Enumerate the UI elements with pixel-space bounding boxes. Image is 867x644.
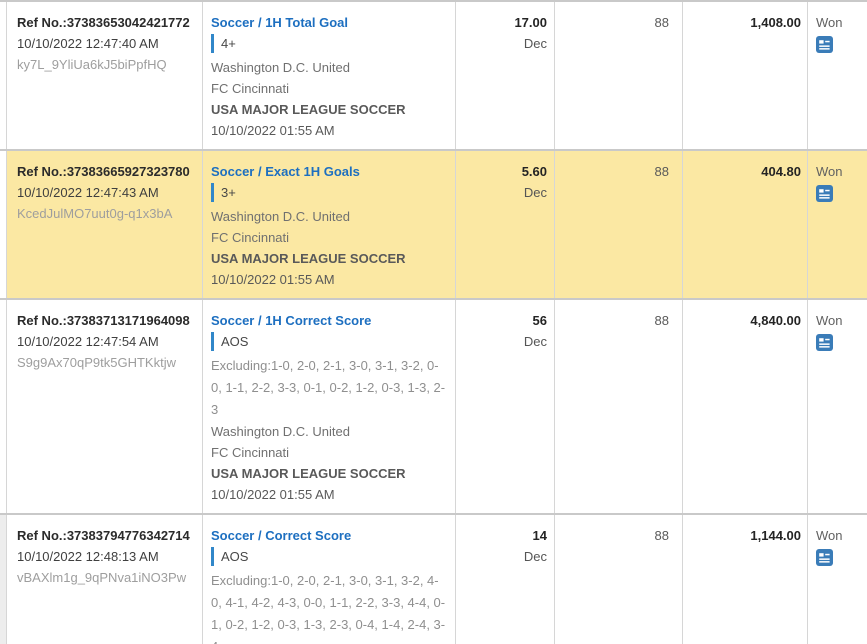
bet-row[interactable]: Ref No.:37383794776342714 10/10/2022 12:…: [0, 515, 867, 644]
bet-details-cell: Soccer / Correct Score AOS Excluding:1-0…: [203, 515, 456, 644]
bet-slip-icon[interactable]: [816, 185, 833, 202]
placed-time: 10/10/2022 12:48:13 AM: [17, 549, 159, 564]
stake-cell: 88: [555, 151, 683, 298]
odds-format: Dec: [523, 36, 547, 51]
row-gutter: [0, 2, 7, 149]
excluding-scores: Excluding:1-0, 2-0, 2-1, 3-0, 3-1, 3-2, …: [211, 358, 446, 417]
row-gutter: [0, 151, 7, 298]
ref-cell: Ref No.:37383794776342714 10/10/2022 12:…: [7, 515, 203, 644]
payout-value: 1,408.00: [750, 15, 801, 30]
placed-time: 10/10/2022 12:47:40 AM: [17, 36, 159, 51]
league-name: USA MAJOR LEAGUE SOCCER: [211, 102, 406, 117]
status-label: Won: [816, 15, 843, 30]
bet-id: vBAXlm1g_9qPNva1iNO3Pw: [17, 570, 187, 585]
ref-number: Ref No.:37383665927323780: [17, 164, 190, 179]
odds-format: Dec: [523, 334, 547, 349]
ref-cell: Ref No.:37383653042421772 10/10/2022 12:…: [7, 2, 203, 149]
league-name: USA MAJOR LEAGUE SOCCER: [211, 251, 406, 266]
payout-cell: 404.80: [683, 151, 808, 298]
bet-row[interactable]: Ref No.:37383653042421772 10/10/2022 12:…: [0, 2, 867, 151]
event-time: 10/10/2022 01:55 AM: [211, 272, 335, 287]
row-gutter: [0, 300, 7, 513]
odds-cell: 14 Dec: [456, 515, 555, 644]
stake-cell: 88: [555, 300, 683, 513]
ref-cell: Ref No.:37383713171964098 10/10/2022 12:…: [7, 300, 203, 513]
excluding-scores: Excluding:1-0, 2-0, 2-1, 3-0, 3-1, 3-2, …: [211, 573, 446, 644]
payout-value: 404.80: [761, 164, 801, 179]
ref-number: Ref No.:37383653042421772: [17, 15, 190, 30]
ref-number: Ref No.:37383794776342714: [17, 528, 190, 543]
payout-cell: 1,144.00: [683, 515, 808, 644]
bet-selection: AOS: [211, 547, 248, 566]
bet-slip-icon[interactable]: [816, 36, 833, 53]
status-cell: Won: [808, 151, 867, 298]
bet-row[interactable]: Ref No.:37383665927323780 10/10/2022 12:…: [0, 151, 867, 300]
odds-value: 56: [532, 313, 547, 328]
status-cell: Won: [808, 515, 867, 644]
odds-cell: 17.00 Dec: [456, 2, 555, 149]
market-link[interactable]: Soccer / 1H Total Goal: [211, 15, 349, 30]
payout-value: 4,840.00: [750, 313, 801, 328]
bet-details-cell: Soccer / Exact 1H Goals 3+ Washington D.…: [203, 151, 456, 298]
odds-format: Dec: [523, 185, 547, 200]
stake-value: 88: [654, 313, 669, 328]
bet-id: S9g9Ax70qP9tk5GHTKktjw: [17, 355, 176, 370]
stake-value: 88: [654, 164, 669, 179]
status-label: Won: [816, 164, 843, 179]
market-link[interactable]: Soccer / 1H Correct Score: [211, 313, 372, 328]
bet-details-cell: Soccer / 1H Total Goal 4+ Washington D.C…: [203, 2, 456, 149]
away-team: FC Cincinnati: [211, 445, 290, 460]
bet-selection: 3+: [211, 183, 236, 202]
bet-row[interactable]: Ref No.:37383713171964098 10/10/2022 12:…: [0, 300, 867, 515]
bet-details-cell: Soccer / 1H Correct Score AOS Excluding:…: [203, 300, 456, 513]
away-team: FC Cincinnati: [211, 230, 290, 245]
home-team: Washington D.C. United: [211, 424, 350, 439]
away-team: FC Cincinnati: [211, 81, 290, 96]
league-name: USA MAJOR LEAGUE SOCCER: [211, 466, 406, 481]
odds-cell: 56 Dec: [456, 300, 555, 513]
payout-cell: 1,408.00: [683, 2, 808, 149]
status-cell: Won: [808, 300, 867, 513]
bet-id: ky7L_9YliUa6kJ5biPpfHQ: [17, 57, 167, 72]
stake-cell: 88: [555, 515, 683, 644]
market-link[interactable]: Soccer / Correct Score: [211, 528, 352, 543]
ref-cell: Ref No.:37383665927323780 10/10/2022 12:…: [7, 151, 203, 298]
payout-value: 1,144.00: [750, 528, 801, 543]
odds-cell: 5.60 Dec: [456, 151, 555, 298]
odds-value: 17.00: [514, 15, 547, 30]
event-time: 10/10/2022 01:55 AM: [211, 487, 335, 502]
ref-number: Ref No.:37383713171964098: [17, 313, 190, 328]
placed-time: 10/10/2022 12:47:43 AM: [17, 185, 159, 200]
odds-format: Dec: [523, 549, 547, 564]
home-team: Washington D.C. United: [211, 209, 350, 224]
bet-selection: AOS: [211, 332, 248, 351]
stake-value: 88: [654, 528, 669, 543]
home-team: Washington D.C. United: [211, 60, 350, 75]
status-label: Won: [816, 313, 843, 328]
status-cell: Won: [808, 2, 867, 149]
bet-id: KcedJulMO7uut0g-q1x3bA: [17, 206, 173, 221]
bet-selection: 4+: [211, 34, 236, 53]
stake-cell: 88: [555, 2, 683, 149]
event-time: 10/10/2022 01:55 AM: [211, 123, 335, 138]
stake-value: 88: [654, 15, 669, 30]
payout-cell: 4,840.00: [683, 300, 808, 513]
row-gutter: [0, 515, 7, 644]
placed-time: 10/10/2022 12:47:54 AM: [17, 334, 159, 349]
odds-value: 5.60: [521, 164, 547, 179]
bet-slip-icon[interactable]: [816, 334, 833, 351]
bet-slip-icon[interactable]: [816, 549, 833, 566]
odds-value: 14: [532, 528, 547, 543]
market-link[interactable]: Soccer / Exact 1H Goals: [211, 164, 360, 179]
status-label: Won: [816, 528, 843, 543]
